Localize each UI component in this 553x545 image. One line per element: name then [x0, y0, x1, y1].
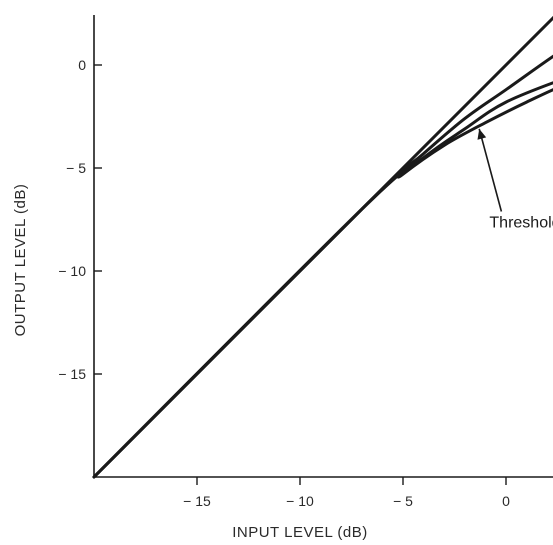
curve-1-to-1: [92, 15, 553, 479]
x-axis-title: INPUT LEVEL (dB): [232, 524, 368, 541]
axis-ticks: − 15− 10− 50+ 5+ 10+ 15+ 20+ 20+ 15+ 10+…: [58, 57, 510, 509]
x-tick-label: 0: [502, 493, 510, 509]
y-tick-label: 0: [78, 57, 86, 73]
curves: [92, 15, 553, 479]
y-tick-label: − 5: [66, 160, 86, 176]
curve-inf-to-1: [92, 88, 553, 479]
y-tick-label: − 10: [58, 263, 86, 279]
threshold-arrow-shaft: [478, 128, 503, 212]
threshold-arrow-head: [477, 128, 487, 140]
x-tick-label: − 5: [393, 493, 413, 509]
threshold-label: Threshold: [489, 215, 553, 232]
x-tick-label: − 10: [286, 493, 314, 509]
curve-4-to-1: [92, 81, 553, 479]
annotations: Threshold: [477, 128, 553, 232]
y-axis-title: OUTPUT LEVEL (dB): [12, 184, 29, 337]
curve-2-to-1: [92, 54, 553, 479]
x-tick-label: − 15: [183, 493, 211, 509]
y-tick-label: − 15: [58, 366, 86, 382]
axes: [93, 15, 553, 478]
